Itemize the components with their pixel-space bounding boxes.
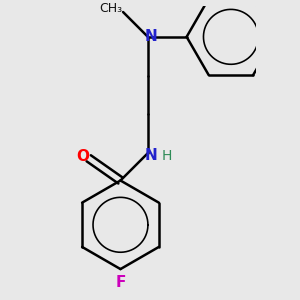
Text: O: O — [76, 149, 89, 164]
Text: N: N — [144, 29, 157, 44]
Text: CH₃: CH₃ — [100, 2, 123, 15]
Text: H: H — [161, 149, 172, 163]
Text: F: F — [115, 274, 126, 290]
Text: N: N — [144, 148, 157, 164]
